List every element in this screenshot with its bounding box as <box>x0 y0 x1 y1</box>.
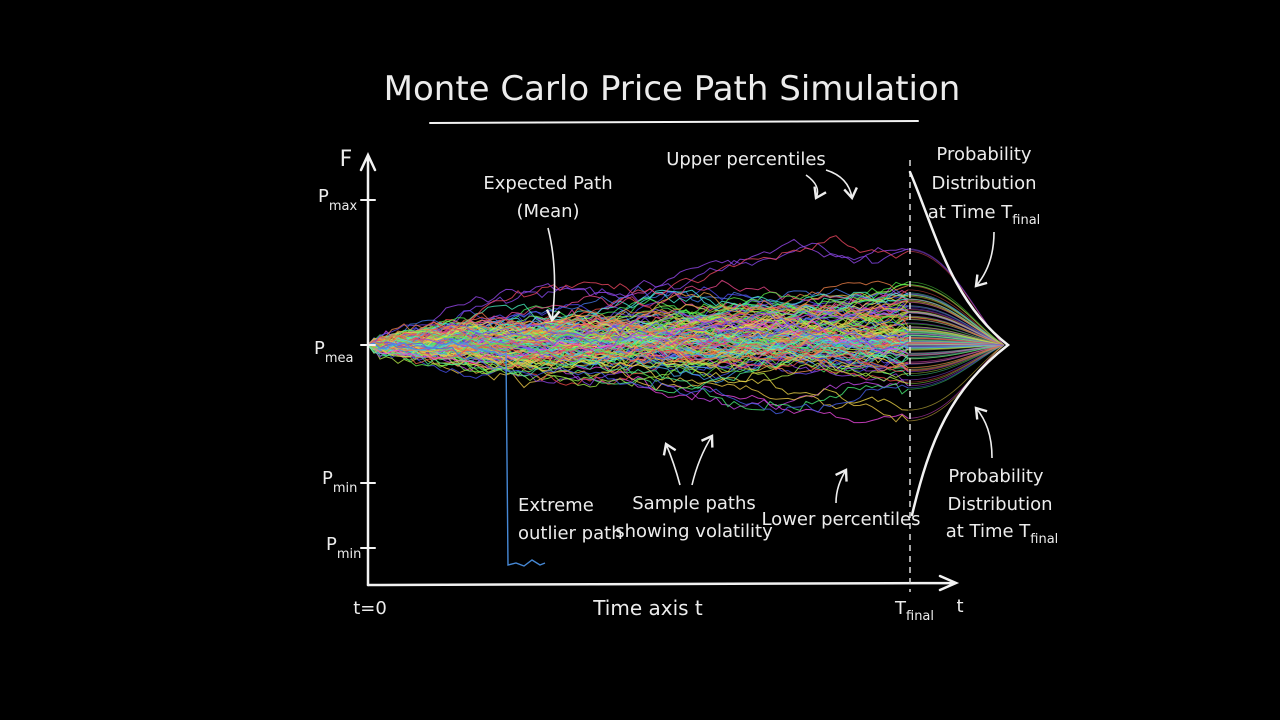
x-axis-title: Time axis t <box>592 596 703 620</box>
title-underline <box>429 120 919 124</box>
outlier-path <box>367 340 546 567</box>
sample-path <box>367 335 909 365</box>
sample-path <box>367 319 909 365</box>
y-label-base: P <box>326 534 337 555</box>
y-label: Pmin <box>326 534 361 562</box>
annotation: Sample paths <box>632 493 756 514</box>
annotation: at Time Tfinal <box>928 202 1041 228</box>
y-label-sub: mea <box>325 351 354 366</box>
distribution-path <box>907 301 1005 346</box>
y-ticks <box>360 199 376 549</box>
annotation: Upper percentiles <box>666 149 826 170</box>
y-label: Pmax <box>318 186 357 214</box>
sample-path <box>367 316 909 347</box>
distribution-path <box>907 344 1005 365</box>
sample-path <box>367 291 909 346</box>
y-label-base: P <box>318 186 329 207</box>
x-end-base: T <box>894 598 907 619</box>
annotation: showing volatility <box>615 521 773 542</box>
annotation: Distribution <box>947 494 1052 515</box>
y-label-sub: max <box>329 199 358 214</box>
arrow <box>662 442 681 486</box>
sample-path <box>367 311 909 374</box>
sample-path <box>367 344 909 389</box>
title: Monte Carlo Price Path Simulation <box>384 69 961 109</box>
distribution-path <box>907 344 1005 355</box>
y-label: Pmin <box>322 468 357 496</box>
distribution-path <box>907 328 1005 346</box>
y-label-sub: min <box>333 481 358 496</box>
annotation: outlier path <box>518 523 623 544</box>
y-label: Pmea <box>314 338 354 366</box>
sample-path <box>367 342 909 415</box>
arrow <box>974 406 993 459</box>
arrow <box>545 227 561 323</box>
y-axis <box>359 152 377 587</box>
sample-path <box>367 323 909 349</box>
arrow <box>691 434 714 486</box>
annotation: Probability <box>936 144 1031 165</box>
arrow <box>835 468 848 504</box>
sample-path <box>367 299 909 346</box>
distribution-path <box>907 341 1005 346</box>
distribution-path <box>907 344 1005 369</box>
distribution-path <box>907 281 1005 346</box>
annotation-base: at Time T <box>928 202 1014 223</box>
annotation: Distribution <box>931 173 1036 194</box>
sample-path <box>367 238 909 346</box>
x-start-label: t=0 <box>353 598 387 619</box>
sample-paths <box>367 235 1005 567</box>
x-end-label: Tfinal <box>894 598 934 624</box>
x-axis <box>366 574 960 592</box>
annotation: Probability <box>948 466 1043 487</box>
distribution-path <box>907 344 1005 411</box>
y-label-base: P <box>322 468 333 489</box>
distribution-path <box>907 333 1005 346</box>
arrow <box>974 231 995 288</box>
sample-path <box>367 324 909 369</box>
x-end-sub: final <box>906 609 934 624</box>
annotation: (Mean) <box>516 201 579 222</box>
arrow <box>805 174 827 200</box>
annotation: Lower percentiles <box>761 509 920 530</box>
annotation-base: at Time T <box>946 521 1032 542</box>
annotation: at Time Tfinal <box>946 521 1059 547</box>
y-label-base: P <box>314 338 325 359</box>
distribution-path <box>907 344 1005 389</box>
sample-path <box>367 281 909 359</box>
sample-path <box>367 321 909 366</box>
arrow <box>825 169 858 201</box>
sample-path <box>367 317 909 369</box>
y-label-sub: min <box>337 547 362 562</box>
distribution-path <box>907 344 1005 385</box>
distribution-curve <box>908 170 1011 517</box>
sample-path <box>367 308 909 351</box>
distribution-path <box>907 312 1005 346</box>
distribution-path <box>907 317 1005 346</box>
x-t-label: t <box>956 596 963 617</box>
y-axis-label: F <box>340 147 353 172</box>
annotation: Extreme <box>518 495 594 516</box>
annotation-sub: final <box>1012 213 1040 228</box>
sample-path <box>367 327 909 373</box>
annotation-sub: final <box>1030 532 1058 547</box>
annotation: Expected Path <box>483 173 612 194</box>
sample-path <box>367 343 909 411</box>
